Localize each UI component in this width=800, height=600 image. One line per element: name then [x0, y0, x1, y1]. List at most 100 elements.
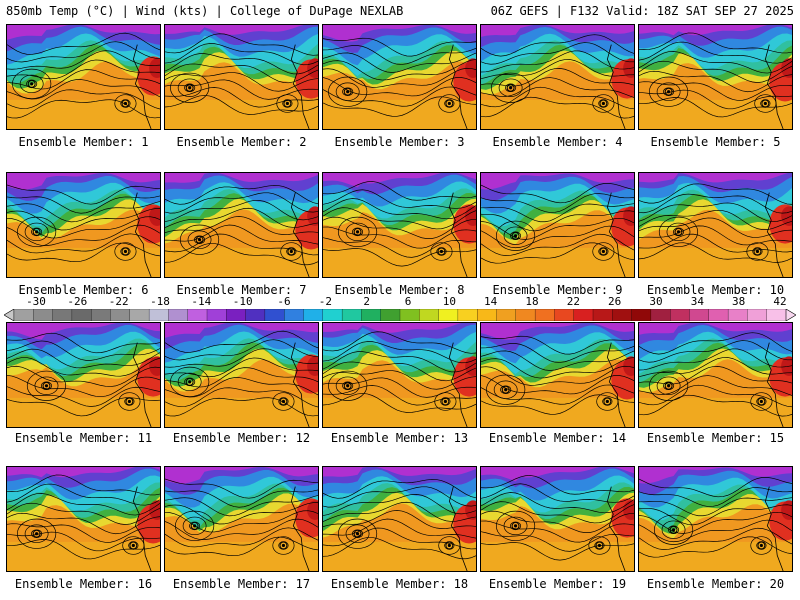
ensemble-member-label: Ensemble Member: 1: [18, 135, 149, 149]
low-center-ring: [664, 87, 673, 96]
colorbar-segment: [438, 309, 459, 321]
temperature-band: [639, 173, 792, 183]
ensemble-member-label: Ensemble Member: 8: [334, 283, 465, 297]
low-center-dot: [513, 234, 518, 238]
temperature-band: [481, 25, 634, 37]
colorbar-segment: [129, 309, 150, 321]
low-center-dot: [346, 384, 350, 388]
colorbar-segment: [727, 309, 748, 321]
pressure-contours: [7, 32, 160, 119]
low-center-ring: [42, 381, 51, 390]
temperature-band: [323, 467, 476, 477]
colorbar-tick: 34: [690, 295, 704, 308]
heat-core: [307, 500, 318, 520]
low-center-ring: [121, 247, 130, 256]
subtropical-band: [481, 397, 634, 427]
low-center-dot: [197, 238, 202, 242]
low-center-dot: [504, 388, 508, 392]
low-center-ring: [757, 541, 766, 550]
subtropical-band: [481, 541, 634, 571]
low-center-dot: [193, 524, 197, 528]
temperature-band: [639, 467, 792, 484]
low-center-dot: [30, 82, 34, 86]
low-center-ring: [761, 99, 770, 108]
ensemble-member-map: [480, 172, 635, 278]
colorbar-segment: [419, 309, 440, 321]
low-center-ring: [343, 87, 352, 96]
low-center-dot: [676, 230, 681, 234]
weather-map-image: [165, 173, 318, 277]
ensemble-member-label: Ensemble Member: 10: [646, 283, 785, 297]
low-center-dot: [355, 532, 360, 536]
colorbar-tick: 38: [732, 295, 746, 308]
low-center-dot: [447, 101, 451, 106]
low-center-ring: [190, 521, 199, 530]
subtropical-band: [323, 247, 476, 277]
weather-map-image: [481, 323, 634, 427]
colorbar-segment: [766, 309, 787, 321]
heat-core: [465, 500, 476, 520]
pressure-contours: [639, 183, 792, 263]
low-center-dot: [755, 249, 760, 254]
colorbar-segment: [187, 309, 208, 321]
pressure-contours: [165, 330, 318, 417]
colorbar-segment: [245, 309, 266, 321]
ensemble-member-label: Ensemble Member: 11: [14, 431, 153, 445]
ensemble-member-label: Ensemble Member: 9: [492, 283, 623, 297]
low-center-ring: [353, 227, 362, 236]
ensemble-member-map: [480, 24, 635, 130]
low-center-dot: [763, 101, 767, 106]
coastline: [448, 192, 468, 277]
coastline: [606, 342, 626, 427]
pressure-contours: [165, 478, 318, 557]
heat-core: [149, 58, 160, 78]
pressure-contours: [323, 181, 476, 267]
pressure-contours: [481, 475, 634, 561]
ensemble-member-map: [6, 172, 161, 278]
colorbar-low-arrow: [4, 309, 15, 321]
pressure-contours: [639, 477, 792, 558]
low-center-ring: [501, 385, 510, 394]
colorbar-tick: 18: [525, 295, 539, 308]
coastline: [606, 486, 626, 571]
low-center-dot: [601, 249, 605, 254]
low-center-dot: [439, 249, 444, 254]
temperature-band: [165, 467, 318, 484]
subtropical-band: [481, 99, 634, 129]
ensemble-member-label: Ensemble Member: 12: [172, 431, 311, 445]
colorbar-segment: [554, 309, 575, 321]
colorbar-segment: [110, 309, 131, 321]
low-center-ring: [27, 79, 36, 88]
colorbar-segment: [612, 309, 633, 321]
weather-map-image: [7, 25, 160, 129]
weather-map-image: [165, 467, 318, 571]
colorbar-segment: [52, 309, 73, 321]
colorbar-segment: [322, 309, 343, 321]
low-center-ring: [445, 99, 454, 108]
colorbar-segment: [457, 309, 478, 321]
colorbar-segment: [91, 309, 111, 321]
weather-map-image: [323, 467, 476, 571]
ensemble-member-map: [322, 24, 477, 130]
coastline: [764, 486, 784, 571]
low-center-ring: [185, 377, 194, 386]
subtropical-band: [639, 247, 792, 277]
colorbar-segment: [303, 309, 324, 321]
heat-core: [781, 356, 792, 376]
low-center-ring: [129, 541, 138, 550]
subtropical-band: [7, 397, 160, 427]
weather-map-image: [7, 173, 160, 277]
coastline: [764, 192, 784, 277]
low-center-ring: [353, 529, 362, 538]
coastline: [290, 486, 310, 571]
weather-map-image: [639, 467, 792, 571]
coastline: [132, 192, 152, 277]
ensemble-member-label: Ensemble Member: 2: [176, 135, 307, 149]
low-center-ring: [279, 397, 288, 406]
low-center-dot: [509, 86, 513, 90]
low-center-dot: [597, 543, 602, 548]
colorbar-segment: [168, 309, 189, 321]
colorbar-segment: [380, 309, 401, 321]
low-center-dot: [44, 384, 49, 388]
subtropical-band: [7, 541, 160, 571]
